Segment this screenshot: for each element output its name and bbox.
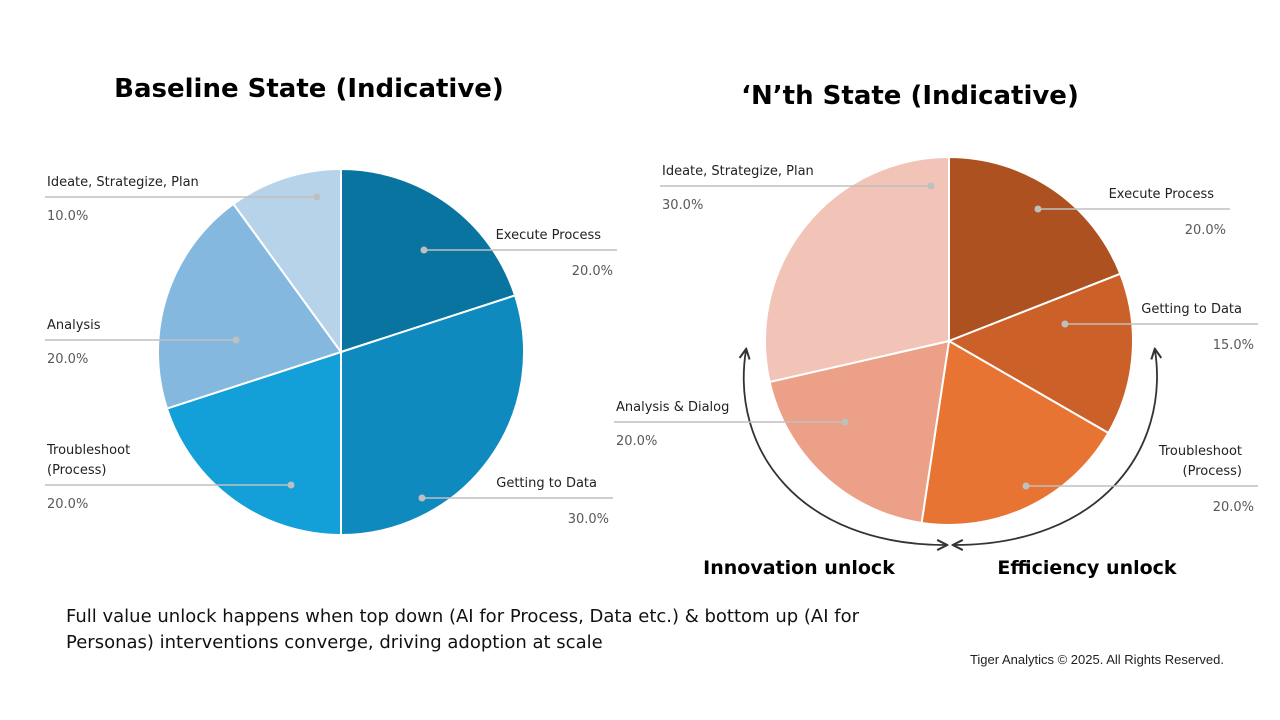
leader-dot bbox=[418, 494, 426, 502]
footer: Tiger Analytics © 2025. All Rights Reser… bbox=[969, 652, 1224, 667]
slice-label: Execute Process bbox=[495, 228, 601, 243]
value-label: 20.0% bbox=[571, 264, 613, 279]
leader-dot bbox=[313, 193, 321, 201]
slice-label: Getting to Data bbox=[1141, 302, 1242, 317]
pie-slice bbox=[340, 167, 517, 354]
chart-title: Baseline State (Indicative) bbox=[114, 74, 504, 104]
leader-dot bbox=[1022, 482, 1030, 490]
efficiency-arrow bbox=[954, 350, 1157, 545]
value-label: 20.0% bbox=[47, 352, 89, 367]
chart-title: ‘N’th State (Indicative) bbox=[741, 81, 1079, 111]
slice-label: Execute Process bbox=[1108, 187, 1214, 202]
annotation: Innovation unlock bbox=[703, 557, 895, 579]
slice-label: Analysis & Dialog bbox=[616, 400, 730, 415]
slice-label: Troubleshoot (Process) bbox=[1158, 444, 1242, 479]
leader-dot bbox=[1061, 320, 1069, 328]
innovation-arrow bbox=[744, 350, 946, 545]
pie-slice bbox=[946, 272, 1134, 435]
slice-label: Ideate, Strategize, Plan bbox=[47, 175, 199, 190]
annotation: Efficiency unlock bbox=[997, 557, 1177, 579]
value-label: 10.0% bbox=[47, 209, 89, 224]
pie-slice bbox=[948, 155, 1122, 343]
note: Full value unlock happens when top down … bbox=[66, 606, 859, 653]
value-label: 20.0% bbox=[1184, 223, 1226, 238]
value-label: 30.0% bbox=[662, 198, 704, 213]
slice-label: Ideate, Strategize, Plan bbox=[662, 164, 814, 179]
leader-dot bbox=[927, 182, 935, 190]
value-label: 20.0% bbox=[47, 497, 89, 512]
pie-slice bbox=[920, 339, 1110, 526]
slice-label: Troubleshoot (Process) bbox=[47, 443, 131, 478]
value-label: 15.0% bbox=[1212, 338, 1254, 353]
value-label: 20.0% bbox=[1212, 500, 1254, 515]
pie-slice bbox=[165, 350, 342, 537]
leader-dot bbox=[1034, 205, 1042, 213]
leader-dot bbox=[287, 481, 295, 489]
pie-slice bbox=[340, 294, 525, 537]
leader-dot bbox=[841, 418, 849, 426]
pie-slice bbox=[157, 202, 343, 410]
slice-label: Getting to Data bbox=[496, 476, 597, 491]
value-label: 20.0% bbox=[616, 434, 658, 449]
pie-slice bbox=[232, 167, 342, 356]
leader-dot bbox=[420, 246, 428, 254]
value-label: 30.0% bbox=[567, 512, 609, 527]
pie-slice bbox=[764, 155, 950, 384]
slice-label: Analysis bbox=[47, 318, 101, 333]
leader-dot bbox=[232, 336, 240, 344]
pie-slice bbox=[768, 339, 951, 525]
